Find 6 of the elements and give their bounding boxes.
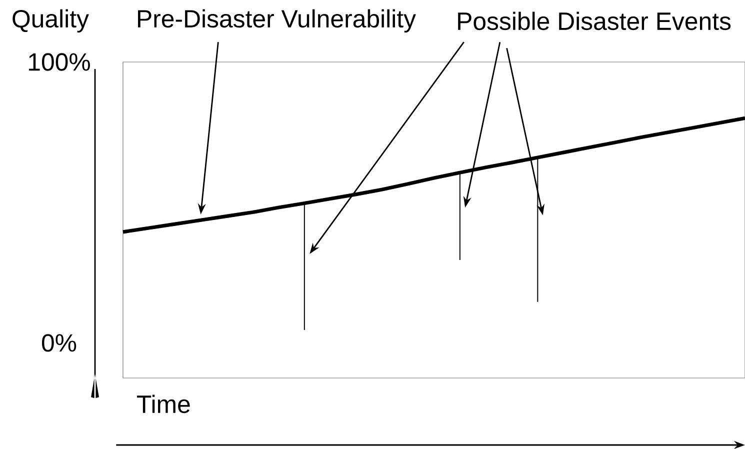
- text: Possible Disaster Events: [458, 12, 731, 30]
- x-axis-title: Time: [137, 394, 190, 414]
- y-tick-label: 100%: [29, 53, 90, 71]
- y-tick-label: 0%: [42, 334, 76, 352]
- text: Pre-Disaster Vulnerability: [138, 9, 416, 33]
- y-axis-title: Quality: [12, 9, 89, 33]
